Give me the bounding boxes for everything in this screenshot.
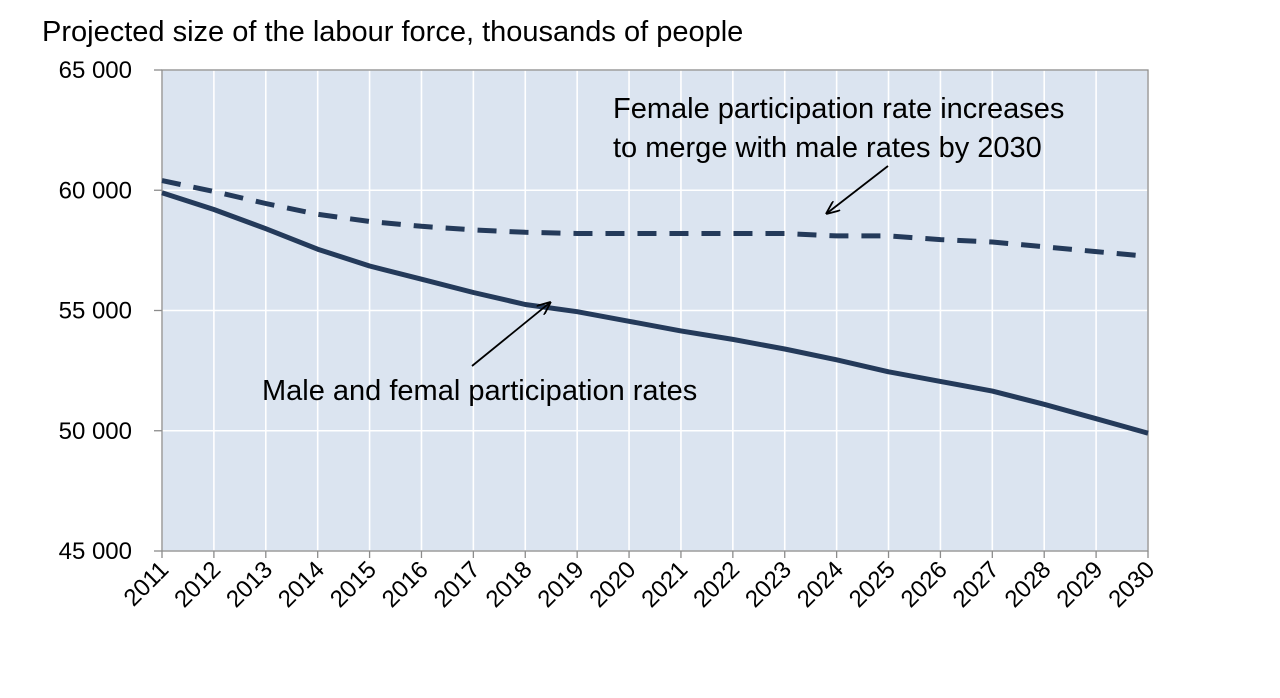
x-tick-label: 2014 [273,556,330,613]
x-tick-label: 2023 [740,556,797,613]
y-tick-label: 65 000 [59,57,132,84]
x-tick-label: 2016 [377,556,434,613]
annotation-arrow-current-rates [471,302,550,367]
annotation-line: to merge with male rates by 2030 [613,132,1042,164]
x-tick-label: 2013 [221,556,278,613]
x-tick-label: 2026 [896,556,953,613]
x-tick-label: 2021 [636,556,693,613]
annotation-text-current-rates: Male and femal participation rates [262,375,697,407]
annotation-arrow-female-merge [827,165,889,214]
y-tick-label: 45 000 [59,538,132,565]
y-tick-label: 50 000 [59,418,132,445]
x-tick-label: 2028 [1000,556,1057,613]
x-tick-label: 2018 [481,556,538,613]
x-tick-label: 2030 [1103,556,1160,613]
annotation-line: Female participation rate increases [613,93,1064,125]
x-tick-label: 2020 [584,556,641,613]
x-tick-label: 2019 [533,556,590,613]
x-tick-label: 2027 [948,556,1005,613]
series-line-current-rates [161,190,1149,436]
x-tick-label: 2025 [844,556,901,613]
x-tick-label: 2015 [325,556,382,613]
x-tick-label: 2022 [688,556,745,613]
x-tick-label: 2029 [1052,556,1109,613]
series-line-female-merge [161,178,1149,259]
x-tick-label: 2024 [792,556,849,613]
y-tick-label: 60 000 [59,177,132,204]
x-tick-label: 2017 [429,556,486,613]
x-tick-label: 2012 [169,556,226,613]
chart-title: Projected size of the labour force, thou… [42,16,743,48]
annotation-text-female-merge: Female participation rate increases to me… [613,93,1064,164]
y-tick-label: 55 000 [59,298,132,325]
